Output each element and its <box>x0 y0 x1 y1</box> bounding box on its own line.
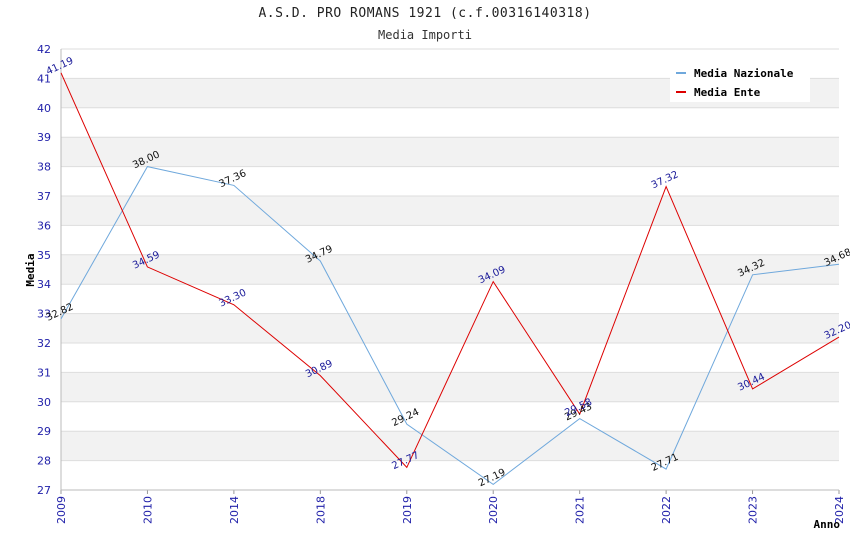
x-tick-label: 2020 <box>487 496 500 524</box>
series-lines <box>60 72 840 486</box>
y-tick-labels: 27 28 29 30 31 32 33 34 35 36 37 38 39 40 41 42 <box>37 43 51 497</box>
x-tick-label: 2018 <box>314 496 327 524</box>
y-tick-label: 38 <box>37 161 51 174</box>
y-tick-label: 29 <box>37 425 51 438</box>
y-tick-label: 42 <box>37 43 51 56</box>
grid-band <box>61 372 839 402</box>
y-tick-label: 35 <box>37 249 51 262</box>
axes <box>60 49 840 494</box>
y-tick-label: 36 <box>37 219 51 232</box>
x-axis-label: Anno <box>814 518 841 531</box>
y-tick-label: 31 <box>37 366 51 379</box>
chart-subtitle: Media Importi <box>378 28 472 42</box>
grid-band <box>61 196 839 226</box>
y-tick-label: 37 <box>37 190 51 203</box>
x-tick-labels: 2009 2010 2014 2018 2019 2020 2021 2022 2023 2024 <box>55 496 846 524</box>
y-tick-label: 32 <box>37 337 51 350</box>
chart-title: A.S.D. PRO ROMANS 1921 (c.f.00316140318) <box>258 6 592 21</box>
y-tick-label: 30 <box>37 396 51 409</box>
x-tick-label: 2010 <box>141 496 154 524</box>
y-tick-label: 28 <box>37 455 51 468</box>
grid-band <box>61 313 839 343</box>
data-label: 37.36 <box>218 168 249 190</box>
y-tick-label: 41 <box>37 72 51 85</box>
series-line-media-nazionale <box>60 166 840 486</box>
y-tick-label: 39 <box>37 131 51 144</box>
grid-bands <box>61 78 839 461</box>
x-tick-label: 2019 <box>401 496 414 524</box>
data-label: 33.30 <box>218 287 249 309</box>
grid-band <box>61 431 839 461</box>
legend-box <box>670 60 810 102</box>
series-line-media-ente <box>60 72 840 469</box>
data-label: 29.24 <box>390 407 421 429</box>
x-tick-label: 2024 <box>833 496 846 524</box>
y-tick-label: 27 <box>37 484 51 497</box>
x-tick-label: 2014 <box>228 496 241 524</box>
legend-entry: Media Nazionale <box>694 67 794 80</box>
data-label: 41.19 <box>45 56 76 78</box>
data-label: 27.19 <box>477 467 508 489</box>
legend: Media Nazionale Media Ente <box>670 60 810 102</box>
x-tick-label: 2009 <box>55 496 68 524</box>
y-tick-label: 34 <box>37 278 51 291</box>
legend-entry: Media Ente <box>694 86 761 99</box>
x-tick-label: 2022 <box>660 496 673 524</box>
grid-band <box>61 254 839 285</box>
grid-band <box>61 137 839 167</box>
x-tick-label: 2021 <box>574 496 587 524</box>
y-tick-label: 40 <box>37 102 51 115</box>
y-axis-label: Media <box>24 253 37 286</box>
y-tick-label: 33 <box>37 308 51 321</box>
x-tick-label: 2023 <box>747 496 760 524</box>
